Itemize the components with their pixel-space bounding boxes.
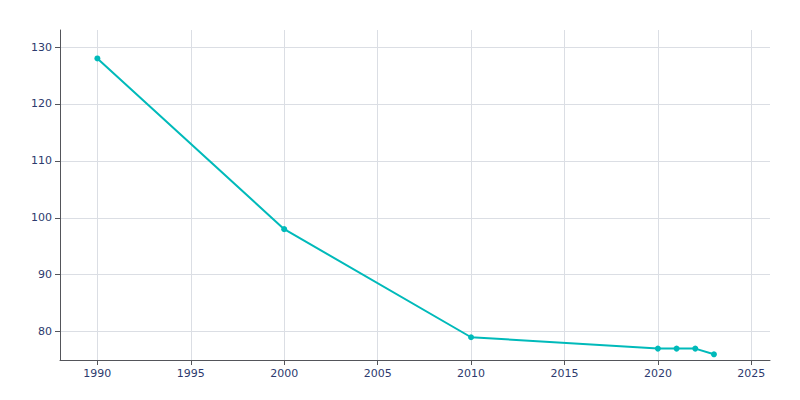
- svg-text:100: 100: [31, 211, 52, 224]
- svg-text:2020: 2020: [644, 367, 672, 380]
- svg-text:110: 110: [31, 154, 52, 167]
- svg-text:120: 120: [31, 97, 52, 110]
- svg-text:2005: 2005: [364, 367, 392, 380]
- svg-text:1995: 1995: [177, 367, 205, 380]
- svg-text:90: 90: [38, 268, 52, 281]
- svg-text:1990: 1990: [83, 367, 111, 380]
- svg-text:2010: 2010: [457, 367, 485, 380]
- svg-text:2000: 2000: [270, 367, 298, 380]
- svg-text:2025: 2025: [737, 367, 765, 380]
- svg-text:2015: 2015: [550, 367, 578, 380]
- svg-text:80: 80: [38, 325, 52, 338]
- svg-text:130: 130: [31, 41, 52, 54]
